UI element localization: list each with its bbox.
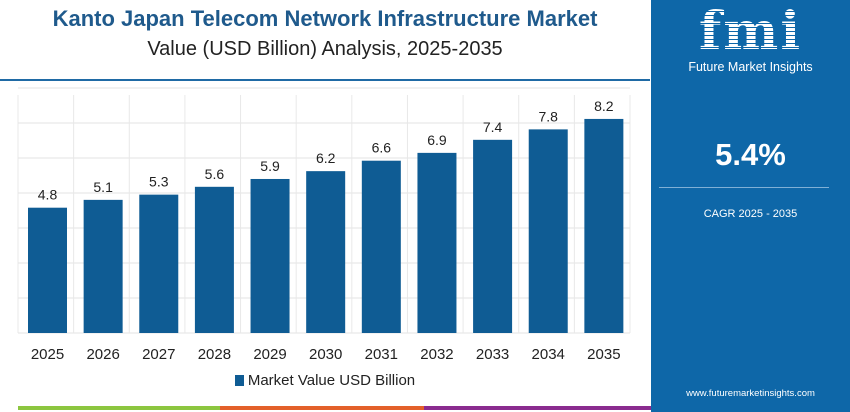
data-label: 5.1 xyxy=(93,179,113,195)
x-tick-label: 2028 xyxy=(198,346,231,363)
accent-bar-orange xyxy=(220,406,424,410)
side-panel: fmi Future Market Insights 5.4% CAGR 202… xyxy=(651,0,850,412)
accent-bar-green xyxy=(18,406,220,410)
x-tick-label: 2029 xyxy=(253,346,286,363)
x-tick-label: 2033 xyxy=(476,346,509,363)
data-label: 4.8 xyxy=(38,187,58,203)
data-label: 6.6 xyxy=(372,140,392,156)
data-label: 7.4 xyxy=(483,119,503,135)
x-tick-label: 2030 xyxy=(309,346,342,363)
fmi-logo: fmi Future Market Insights xyxy=(651,4,850,75)
data-label: 8.2 xyxy=(594,98,614,114)
cagr-divider xyxy=(659,187,829,188)
x-tick-label: 2027 xyxy=(142,346,175,363)
x-tick-label: 2034 xyxy=(532,346,565,363)
data-label: 5.3 xyxy=(149,174,169,190)
chart-title: Kanto Japan Telecom Network Infrastructu… xyxy=(52,6,598,31)
data-label: 5.6 xyxy=(205,166,225,182)
data-label: 5.9 xyxy=(260,158,280,174)
data-label: 6.9 xyxy=(427,132,447,148)
legend-label: Market Value USD Billion xyxy=(247,372,416,389)
chart-subtitle: Value (USD Billion) Analysis, 2025-2035 xyxy=(147,38,503,60)
bar xyxy=(306,171,346,333)
data-label: 6.2 xyxy=(316,150,336,166)
bar xyxy=(528,129,568,333)
bar xyxy=(139,194,179,333)
website-link[interactable]: www.futuremarketinsights.com xyxy=(686,388,815,399)
logo-mark: fmi xyxy=(651,4,850,60)
bar-chart: 4.8 2025 5.1 2026 5.3 2027 5.6 2028 5.9 2029 6.2 20… xyxy=(17,87,631,363)
bar xyxy=(361,160,401,333)
legend: Market Value USD Billion xyxy=(0,372,650,389)
bar xyxy=(584,118,624,333)
x-tick-label: 2032 xyxy=(420,346,453,363)
bar xyxy=(250,178,290,333)
bar xyxy=(417,152,457,333)
x-tick-label: 2026 xyxy=(86,346,119,363)
cagr-value: 5.4% xyxy=(715,137,786,172)
data-label: 7.8 xyxy=(538,108,558,124)
bar xyxy=(473,139,513,333)
brand-name: Future Market Insights xyxy=(688,60,813,74)
title-divider xyxy=(0,79,650,81)
bar xyxy=(83,199,123,333)
cagr-label: CAGR 2025 - 2035 xyxy=(703,208,798,220)
bar xyxy=(194,186,234,333)
x-tick-label: 2031 xyxy=(365,346,398,363)
x-tick-label: 2035 xyxy=(587,346,620,363)
accent-bar-purple xyxy=(424,406,651,410)
x-tick-label: 2025 xyxy=(31,346,64,363)
legend-swatch xyxy=(234,375,244,386)
bar xyxy=(28,207,67,333)
